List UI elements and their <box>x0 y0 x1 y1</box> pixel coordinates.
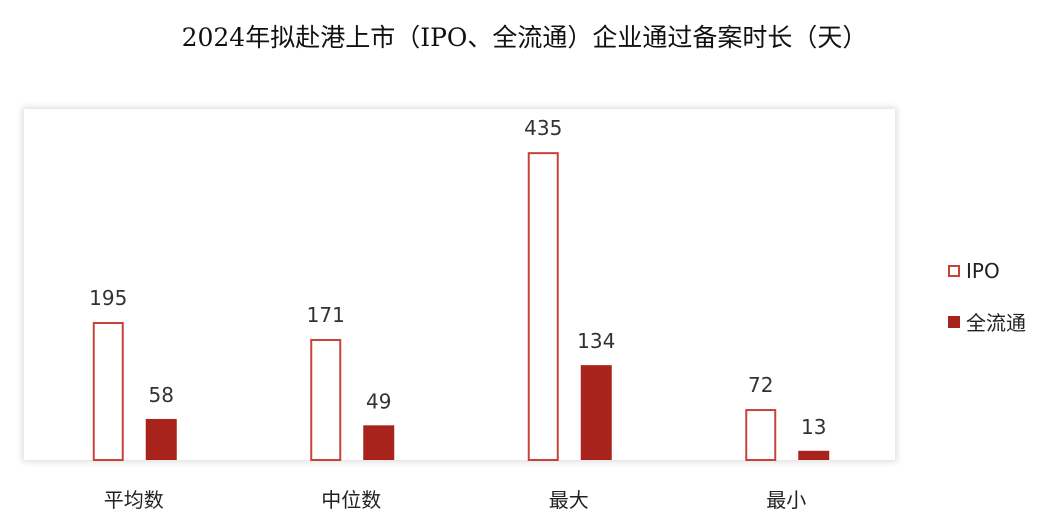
bar-ipo <box>92 321 124 461</box>
legend-label: 全流通 <box>966 311 1026 335</box>
bar-ipo <box>527 152 559 461</box>
bar-full-circulation <box>798 450 830 460</box>
legend-item-ipo: IPO <box>948 259 1000 283</box>
data-label: 435 <box>524 116 562 140</box>
data-label: 49 <box>366 389 391 413</box>
x-tick-label: 平均数 <box>104 488 164 512</box>
data-label: 72 <box>748 373 773 397</box>
legend-swatch-filled <box>948 315 960 328</box>
data-label: 195 <box>89 286 127 310</box>
data-label: 58 <box>149 383 174 407</box>
bar-full-circulation <box>145 418 177 460</box>
x-tick-label: 最小 <box>766 488 806 512</box>
bar-ipo <box>310 338 342 462</box>
legend-label: IPO <box>966 259 1000 283</box>
bar-full-circulation <box>580 365 612 460</box>
data-label: 13 <box>801 415 826 439</box>
data-label: 134 <box>577 329 615 353</box>
legend-swatch-outline <box>948 265 960 277</box>
bar-ipo <box>745 409 777 461</box>
plot-area <box>24 109 895 460</box>
data-label: 171 <box>307 303 345 327</box>
chart-title: 2024年拟赴港上市（IPO、全流通）企业通过备案时长（天） <box>181 23 868 52</box>
legend-item-full-circulation: 全流通 <box>948 307 1026 336</box>
x-tick-label: 中位数 <box>321 488 381 512</box>
x-tick-label: 最大 <box>549 488 589 512</box>
bar-full-circulation <box>363 425 395 460</box>
